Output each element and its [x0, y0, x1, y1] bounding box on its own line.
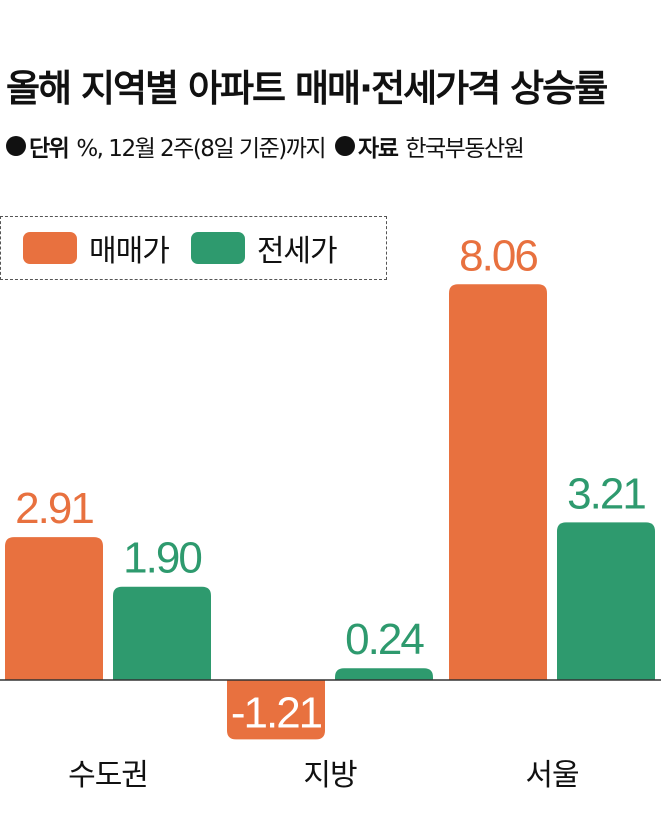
- value-label: 2.91: [15, 484, 93, 533]
- chart-meta: 단위 %, 12월 2주(8일 기준)까지 자료 한국부동산원: [6, 129, 533, 163]
- unit-value: %, 12월 2주(8일 기준)까지: [76, 136, 326, 162]
- legend-swatch-sale: [23, 232, 77, 264]
- bar-jeonse-0: [113, 586, 211, 680]
- category-label: 수도권: [68, 758, 148, 793]
- bullet-icon: [335, 136, 356, 156]
- unit-key: 단위: [29, 136, 70, 162]
- category-label: 지방: [303, 758, 357, 793]
- source-key: 자료: [358, 136, 399, 162]
- legend-item-sale: 매매가: [23, 226, 170, 270]
- value-label: 1.90: [123, 534, 201, 583]
- legend: 매매가 전세가: [0, 216, 387, 280]
- category-label: 서울: [525, 758, 578, 793]
- value-label: 3.21: [567, 469, 645, 518]
- legend-label-jeonse: 전세가: [256, 234, 338, 269]
- bar-sale-2: [449, 284, 547, 680]
- value-label: -1.21: [231, 688, 322, 737]
- bar-jeonse-1: [335, 668, 433, 680]
- value-label: 8.06: [459, 231, 537, 280]
- bar-jeonse-2: [557, 522, 655, 680]
- bar-sale-0: [5, 537, 103, 680]
- value-label: 0.24: [345, 615, 424, 664]
- legend-swatch-jeonse: [190, 232, 245, 264]
- bullet-icon: [6, 136, 26, 156]
- legend-item-jeonse: 전세가: [190, 226, 338, 270]
- chart-title: 올해 지역별 아파트 매매·전세가격 상승률: [6, 67, 608, 110]
- source-value: 한국부동산원: [405, 136, 524, 162]
- bar-sale-1: [227, 680, 325, 740]
- legend-label-sale: 매매가: [89, 234, 170, 269]
